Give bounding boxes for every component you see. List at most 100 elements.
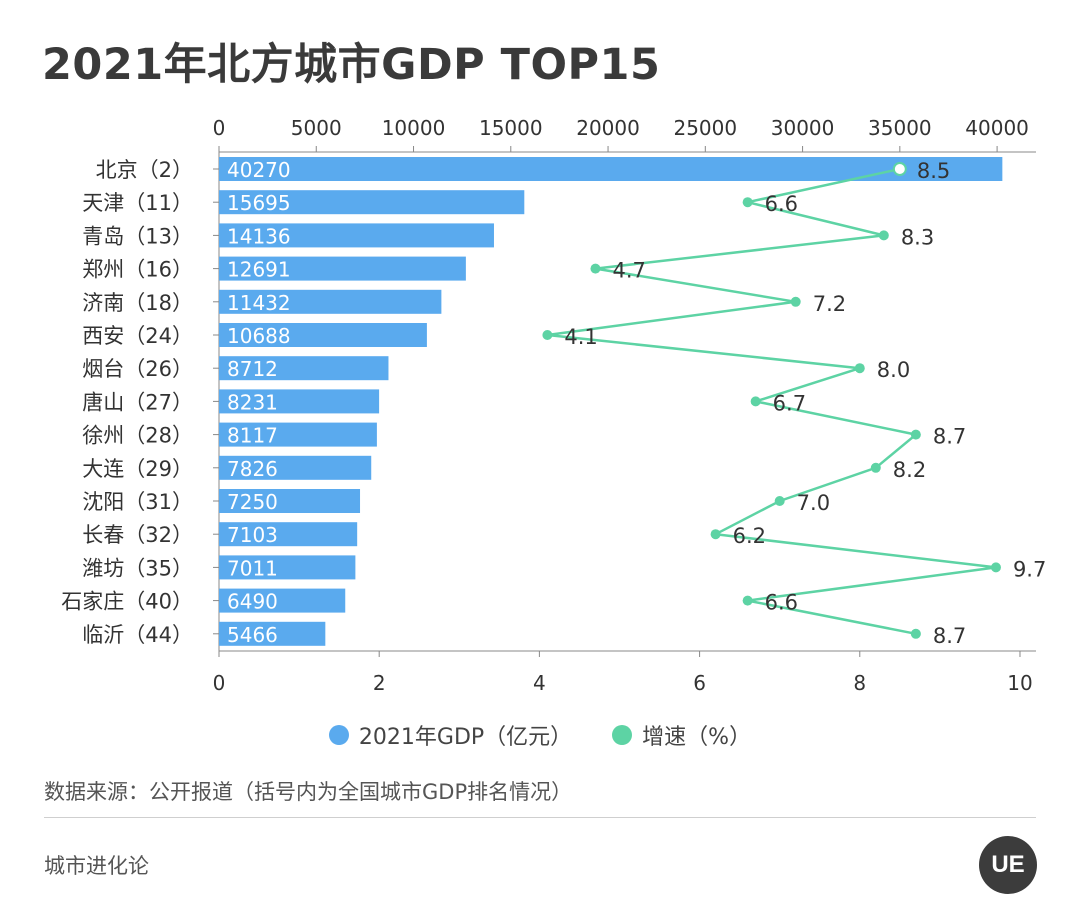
data-source-note: 数据来源：公开报道（括号内为全国城市GDP排名情况） (44, 780, 573, 804)
gdp-bar-value-label: 7011 (227, 556, 278, 580)
growth-value-label: 8.2 (893, 458, 926, 482)
category-label: 西安（24） (82, 324, 193, 348)
category-label: 郑州（16） (82, 258, 193, 282)
bottom-axis-tick-label: 2 (373, 671, 386, 695)
growth-point (710, 529, 721, 540)
growth-value-label: 4.1 (564, 325, 597, 349)
legend-item-growth[interactable]: 增速（%） (612, 719, 751, 751)
gdp-bar-value-label: 11432 (227, 291, 291, 315)
growth-value-label: 4.7 (612, 259, 645, 283)
legend-growth-swatch (612, 725, 633, 745)
growth-value-label: 8.5 (917, 159, 950, 183)
growth-value-label: 6.7 (773, 391, 806, 415)
top-axis-tick-label: 20000 (576, 116, 640, 140)
bottom-axis-tick-label: 0 (213, 671, 226, 695)
category-label: 徐州（28） (82, 424, 193, 448)
growth-value-label: 9.7 (1013, 557, 1046, 581)
gdp-bar (219, 455, 372, 480)
top-axis-tick-label: 15000 (479, 116, 543, 140)
growth-point (990, 562, 1001, 573)
growth-value-label: 6.2 (733, 524, 766, 548)
gdp-bar-value-label: 8231 (227, 390, 278, 414)
top-axis-tick-label: 30000 (771, 116, 835, 140)
top-axis-tick-label: 0 (213, 116, 226, 140)
gdp-bar (219, 289, 442, 314)
gdp-bar (219, 223, 494, 248)
growth-point (750, 396, 761, 407)
category-label: 石家庄（40） (61, 590, 193, 614)
gdp-bar (219, 190, 525, 215)
category-label: 北京（2） (96, 158, 193, 182)
footer-divider (44, 817, 1036, 818)
growth-point (742, 197, 753, 208)
gdp-bar-value-label: 7103 (227, 523, 278, 547)
growth-point (854, 363, 865, 374)
top-axis-tick-label: 40000 (965, 116, 1029, 140)
gdp-bar-value-label: 7826 (227, 457, 278, 481)
gdp-bar-value-label: 7250 (227, 490, 278, 514)
category-label: 潍坊（35） (82, 556, 193, 580)
growth-point (790, 296, 801, 307)
growth-point (590, 263, 601, 274)
category-label: 沈阳（31） (82, 490, 193, 514)
gdp-bar (219, 356, 389, 381)
bottom-axis-tick-label: 6 (693, 671, 706, 695)
category-label: 唐山（27） (82, 390, 193, 414)
gdp-bar-value-label: 40270 (227, 158, 291, 182)
top-axis-tick-label: 10000 (382, 116, 446, 140)
gdp-bar (219, 422, 377, 447)
gdp-bar-value-label: 14136 (227, 224, 291, 248)
growth-point (742, 595, 753, 606)
growth-point (870, 462, 881, 473)
gdp-bar-value-label: 12691 (227, 258, 291, 282)
category-label: 青岛（13） (82, 224, 193, 248)
chart-legend: 2021年GDP（亿元） 增速（%） (0, 719, 1080, 751)
gdp-bar (219, 621, 326, 646)
category-label: 济南（18） (82, 291, 193, 315)
growth-value-label: 8.7 (933, 425, 966, 449)
growth-point (542, 330, 553, 340)
gdp-bar (219, 157, 1003, 181)
growth-value-label: 8.3 (901, 225, 934, 249)
growth-value-label: 8.0 (877, 358, 910, 382)
category-label: 长春（32） (82, 523, 193, 547)
gdp-bar (219, 256, 466, 281)
gdp-bar-value-label: 10688 (227, 324, 291, 348)
growth-value-label: 6.6 (765, 192, 798, 216)
legend-gdp-label: 2021年GDP（亿元） (358, 725, 573, 750)
top-axis-tick-label: 35000 (868, 116, 932, 140)
gdp-bar (219, 588, 346, 613)
growth-value-label: 6.6 (765, 591, 798, 615)
brand-logo: UE (979, 836, 1037, 894)
growth-point (878, 230, 889, 241)
legend-gdp-swatch (328, 725, 349, 745)
legend-item-gdp[interactable]: 2021年GDP（亿元） (328, 719, 573, 751)
gdp-bar (219, 389, 380, 414)
gdp-bar (219, 555, 356, 580)
bottom-axis-tick-label: 4 (533, 671, 546, 695)
bottom-axis-tick-label: 10 (1007, 671, 1032, 695)
chart-title: 2021年北方城市GDP TOP15 (42, 40, 661, 90)
growth-point (774, 496, 785, 506)
top-axis-tick-label: 25000 (673, 116, 737, 140)
category-label: 烟台（26） (82, 357, 193, 381)
growth-point (910, 628, 921, 639)
growth-point (910, 429, 921, 440)
top-axis-tick-label: 5000 (291, 116, 342, 140)
growth-value-label: 7.2 (813, 292, 846, 316)
category-label: 大连（29） (82, 457, 193, 481)
legend-growth-label: 增速（%） (642, 725, 752, 750)
growth-point (892, 162, 907, 176)
gdp-bar-value-label: 15695 (227, 191, 291, 215)
growth-value-label: 7.0 (797, 491, 830, 515)
growth-value-label: 8.7 (933, 624, 966, 648)
gdp-bar-value-label: 8117 (227, 424, 278, 448)
category-label: 临沂（44） (82, 623, 193, 647)
bottom-axis-tick-label: 8 (853, 671, 866, 695)
gdp-bar (219, 323, 427, 347)
gdp-bar-value-label: 8712 (227, 357, 278, 381)
gdp-bar-value-label: 5466 (227, 623, 278, 647)
category-label: 天津（11） (82, 191, 193, 215)
gdp-bar (219, 489, 361, 513)
